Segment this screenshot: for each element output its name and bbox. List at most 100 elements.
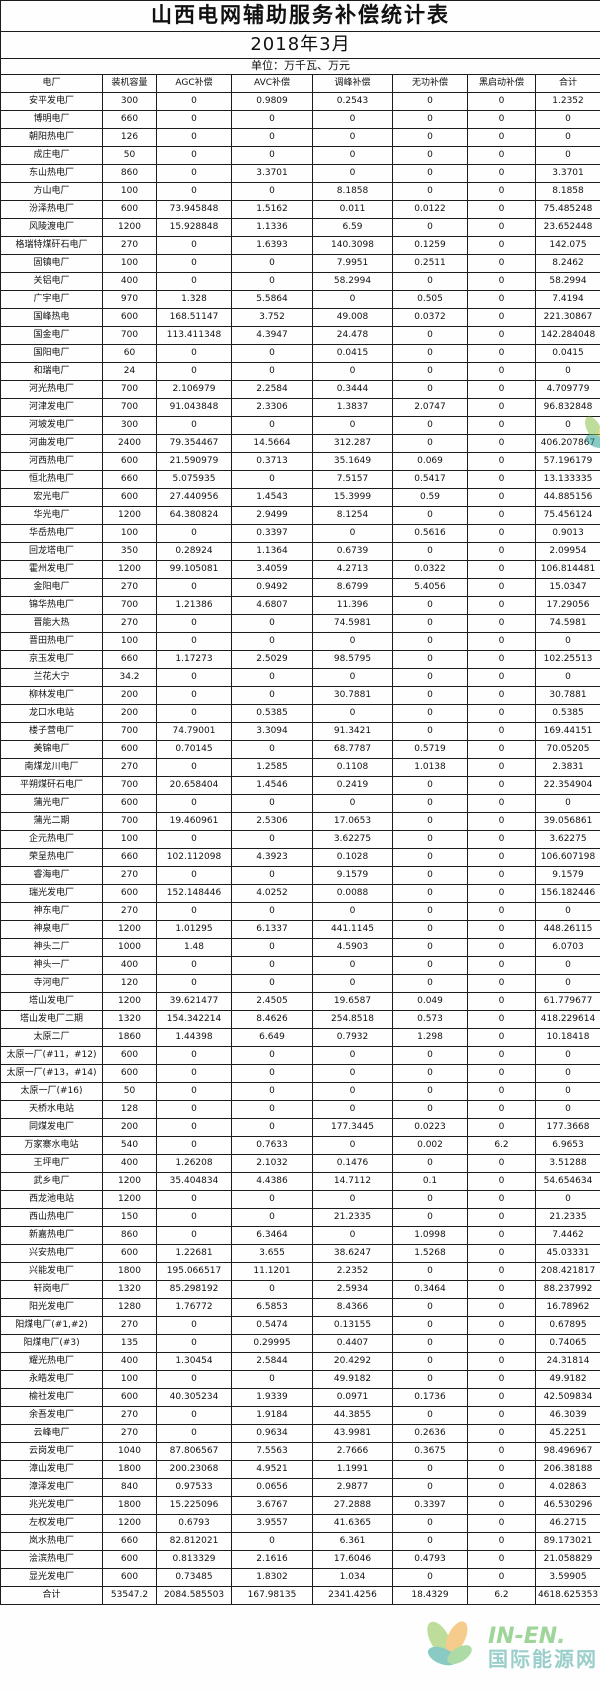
value-cell: 100 [102,524,157,543]
value-cell: 2.2584 [231,380,313,399]
plant-name-cell: 荣呈热电厂 [0,848,103,867]
value-cell: 0 [392,1334,468,1353]
value-cell: 20.4292 [312,1352,393,1371]
value-cell: 41.6365 [312,1514,393,1533]
value-cell: 0 [156,614,232,633]
table-row: 榆社发电厂 600 40.305234 1.9339 0.0971 0.1736 0 42.5… [0,1388,600,1407]
value-cell: 0.3675 [392,1442,468,1461]
value-cell: 142.284048 [535,326,600,345]
value-cell: 0.67895 [535,1316,600,1335]
value-cell: 700 [102,398,157,417]
plant-name-cell: 太原一厂(#16) [0,1082,103,1101]
value-cell: 17.6046 [312,1550,393,1569]
value-cell: 0.9013 [535,524,600,543]
value-cell: 0 [535,902,600,921]
plant-name-cell: 轩岗电厂 [0,1280,103,1299]
value-cell: 0 [467,110,536,129]
value-cell: 0 [231,614,313,633]
value-cell: 0 [467,1388,536,1407]
value-cell: 0.4793 [392,1550,468,1569]
plant-name-cell: 方山电厂 [0,182,103,201]
value-cell: 0 [467,1298,536,1317]
plant-name-cell: 寺河电厂 [0,974,103,993]
plant-name-cell: 云岗发电厂 [0,1442,103,1461]
value-cell: 0 [467,1244,536,1263]
value-cell: 0 [156,1424,232,1443]
value-cell: 21.2335 [535,1208,600,1227]
table-row: 天桥水电站 128 0 0 0 0 0 0 [0,1100,600,1119]
value-cell: 0.3713 [231,452,313,471]
value-cell: 0 [231,1370,313,1389]
value-cell: 0.011 [312,200,393,219]
value-cell: 0 [467,380,536,399]
value-cell: 0 [535,1100,600,1119]
value-cell: 13.133335 [535,470,600,489]
value-cell: 2.9499 [231,506,313,525]
table-row: 晋能大热 270 0 0 74.5981 0 0 74.5981 [0,614,600,633]
value-cell: 0 [535,632,600,651]
plant-name-cell: 回龙塔电厂 [0,542,103,561]
value-cell: 0 [156,236,232,255]
value-cell: 2.1616 [231,1550,313,1569]
plant-name-cell: 晋能大热 [0,614,103,633]
value-cell: 0 [156,758,232,777]
value-cell: 0 [312,1226,393,1245]
value-cell: 3.4059 [231,560,313,579]
total-label-cell: 合计 [0,1586,103,1605]
value-cell: 0.5474 [231,1316,313,1335]
value-cell: 700 [102,326,157,345]
value-cell: 1200 [102,1514,157,1533]
value-cell: 0 [231,902,313,921]
value-cell: 0.0372 [392,308,468,327]
value-cell: 0.1 [392,1172,468,1191]
value-cell: 102.25513 [535,650,600,669]
value-cell: 0.6739 [312,542,393,561]
table-row: 西山热电厂 150 0 0 21.2335 0 0 21.2335 [0,1208,600,1227]
table-row: 锦华热电厂 700 1.21386 4.6807 11.396 0 0 17.29056 [0,596,600,615]
value-cell: 254.8518 [312,1010,393,1029]
value-cell: 0 [392,794,468,813]
column-header-5: 无功补偿 [392,74,468,93]
plant-name-cell: 阳煤电厂(#3) [0,1334,103,1353]
value-cell: 0 [231,1118,313,1137]
plant-name-cell: 余吾发电厂 [0,1406,103,1425]
value-cell: 5.075935 [156,470,232,489]
plant-name-cell: 武乡电厂 [0,1172,103,1191]
value-cell: 400 [102,1154,157,1173]
value-cell: 0 [467,992,536,1011]
table-row: 阳煤电厂(#1,#2) 270 0 0.5474 0.13155 0 0 0.67895 [0,1316,600,1335]
plant-name-cell: 成庄电厂 [0,146,103,165]
report-month: 2018年3月 [0,31,600,59]
value-cell: 0 [392,866,468,885]
plant-name-cell: 河光热电厂 [0,380,103,399]
value-cell: 300 [102,416,157,435]
value-cell: 0 [392,848,468,867]
value-cell: 0 [156,416,232,435]
value-cell: 3.62275 [312,830,393,849]
value-cell: 21.2335 [312,1208,393,1227]
value-cell: 0.2636 [392,1424,468,1443]
value-cell: 2.7666 [312,1442,393,1461]
value-cell: 0 [312,632,393,651]
value-cell: 2.4505 [231,992,313,1011]
value-cell: 1800 [102,1496,157,1515]
value-cell: 600 [102,1388,157,1407]
value-cell: 0 [156,1406,232,1425]
value-cell: 312.287 [312,434,393,453]
value-cell: 0 [156,902,232,921]
value-cell: 0.5385 [535,704,600,723]
table-row: 万家寨水电站 540 0 0.7633 0 0.002 6.2 6.9653 [0,1136,600,1155]
plant-name-cell: 国阳电厂 [0,344,103,363]
value-cell: 600 [102,1064,157,1083]
value-cell: 0 [467,884,536,903]
plant-name-cell: 兰花大宁 [0,668,103,687]
value-cell: 3.62275 [535,830,600,849]
value-cell: 140.3098 [312,236,393,255]
plant-name-cell: 榆社发电厂 [0,1388,103,1407]
plant-name-cell: 宏光电厂 [0,488,103,507]
value-cell: 3.752 [231,308,313,327]
value-cell: 42.509834 [535,1388,600,1407]
table-row: 金阳电厂 270 0 0.9492 8.6799 5.4056 0 15.0347 [0,578,600,597]
value-cell: 0.29995 [231,1334,313,1353]
plant-name-cell: 格瑞特煤矸石电厂 [0,236,103,255]
